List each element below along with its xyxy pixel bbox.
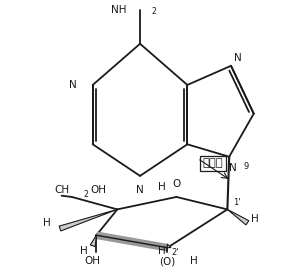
Text: O: O xyxy=(172,179,181,189)
Text: H: H xyxy=(80,246,88,256)
Text: 2: 2 xyxy=(84,190,89,199)
Text: 2: 2 xyxy=(151,7,156,16)
Text: OH: OH xyxy=(90,185,106,195)
Text: 9: 9 xyxy=(244,162,249,171)
Polygon shape xyxy=(59,209,117,231)
Text: N: N xyxy=(136,184,144,194)
Text: H: H xyxy=(158,246,166,256)
Text: 2': 2' xyxy=(172,248,179,257)
Text: 糖苷键: 糖苷键 xyxy=(203,158,223,168)
Text: CH: CH xyxy=(54,185,69,195)
Text: N: N xyxy=(69,80,76,90)
Text: H: H xyxy=(190,256,198,266)
Text: NH: NH xyxy=(111,6,126,15)
Text: 1': 1' xyxy=(233,198,240,206)
Polygon shape xyxy=(167,244,171,248)
Text: (O): (O) xyxy=(159,256,175,266)
Text: H: H xyxy=(43,218,51,228)
Polygon shape xyxy=(227,209,249,225)
Polygon shape xyxy=(90,235,96,247)
Text: N: N xyxy=(234,53,241,63)
Text: H: H xyxy=(158,182,166,192)
Text: N: N xyxy=(229,163,237,174)
Text: OH: OH xyxy=(85,256,101,266)
Text: H: H xyxy=(251,214,259,224)
